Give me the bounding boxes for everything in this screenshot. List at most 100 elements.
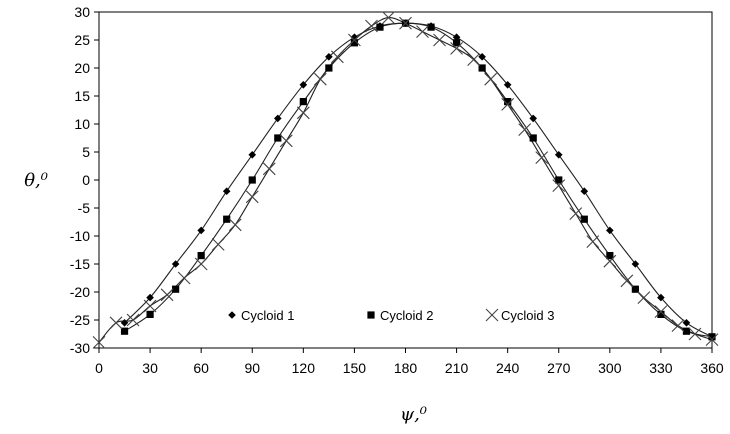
data-point-series-3 bbox=[296, 106, 310, 120]
data-point-series-2 bbox=[248, 176, 256, 184]
data-point-series-3 bbox=[399, 16, 412, 30]
x-axis-ticks: 0 30 60 90 120 150 180 210 240 270 300 330 360 bbox=[95, 348, 724, 376]
y-tick-label: -25 bbox=[70, 312, 90, 328]
data-point-series-3 bbox=[552, 179, 566, 192]
data-point-series-3 bbox=[143, 299, 157, 313]
data-point-series-3 bbox=[467, 53, 481, 66]
data-point-series-3 bbox=[654, 305, 668, 318]
data-point-series-3 bbox=[637, 291, 651, 304]
data-point-series-2 bbox=[299, 98, 307, 106]
data-point-series-3 bbox=[92, 336, 106, 349]
y-tick-label: 30 bbox=[74, 4, 90, 20]
legend-label-3: Cycloid 3 bbox=[501, 308, 554, 323]
data-point-series-3 bbox=[450, 42, 463, 55]
legend-item-3: Cycloid 3 bbox=[485, 308, 554, 323]
x-axis-label: ψ,⁰ bbox=[400, 404, 427, 425]
x-tick-label: 300 bbox=[598, 360, 622, 376]
data-point-series-3 bbox=[382, 11, 395, 24]
data-point-series-2 bbox=[478, 64, 486, 72]
y-tick-label: 0 bbox=[82, 172, 90, 188]
data-point-series-1 bbox=[325, 53, 333, 61]
data-point-series-2 bbox=[682, 327, 691, 335]
series-line-1 bbox=[124, 22, 713, 338]
data-point-series-1 bbox=[146, 293, 154, 302]
data-point-series-3 bbox=[569, 207, 583, 220]
data-point-series-3 bbox=[518, 123, 532, 136]
legend-marker-2 bbox=[367, 311, 375, 319]
y-tick-label: 25 bbox=[74, 32, 90, 48]
data-point-series-2 bbox=[427, 23, 435, 31]
data-point-series-3 bbox=[586, 235, 600, 248]
legend-marker-1 bbox=[228, 311, 236, 319]
data-point-series-2 bbox=[350, 39, 359, 47]
series-curves bbox=[98, 17, 713, 343]
data-point-series-2 bbox=[223, 215, 231, 223]
legend: Cycloid 1 Cycloid 2 Cycloid 3 bbox=[228, 308, 554, 323]
data-point-series-3 bbox=[228, 218, 242, 232]
data-point-series-1 bbox=[682, 319, 691, 327]
data-point-series-1 bbox=[171, 260, 180, 268]
data-point-series-2 bbox=[555, 176, 563, 184]
data-point-series-2 bbox=[657, 310, 665, 318]
x-tick-label: 360 bbox=[700, 360, 724, 376]
legend-label-1: Cycloid 1 bbox=[241, 308, 294, 323]
y-tick-label: -5 bbox=[78, 200, 91, 216]
data-point-series-3 bbox=[365, 19, 378, 33]
data-point-series-3 bbox=[330, 50, 344, 64]
data-point-series-3 bbox=[109, 316, 123, 330]
data-point-series-2 bbox=[452, 39, 461, 47]
data-point-series-2 bbox=[274, 134, 282, 142]
data-point-series-3 bbox=[484, 72, 498, 86]
y-axis-ticks: -30 -25 -20 -15 -10 -5 0 5 10 15 20 25 30 bbox=[70, 4, 99, 356]
series-line-2 bbox=[124, 22, 713, 338]
data-point-series-1 bbox=[299, 81, 308, 89]
legend-item-1: Cycloid 1 bbox=[228, 308, 294, 323]
data-point-series-2 bbox=[146, 310, 154, 318]
data-point-series-3 bbox=[160, 288, 174, 302]
data-point-series-3 bbox=[194, 257, 208, 271]
data-point-series-1 bbox=[657, 293, 665, 302]
data-point-series-3 bbox=[245, 190, 259, 204]
data-point-series-2 bbox=[172, 285, 180, 293]
y-tick-label: -10 bbox=[70, 228, 90, 244]
x-tick-label: 90 bbox=[244, 360, 260, 376]
data-point-series-1 bbox=[631, 260, 640, 268]
y-tick-label: -15 bbox=[70, 256, 90, 272]
y-axis-label: θ,⁰ bbox=[24, 170, 48, 191]
x-tick-label: 30 bbox=[142, 360, 158, 376]
data-point-series-2 bbox=[376, 23, 384, 31]
data-point-series-1 bbox=[580, 187, 589, 195]
data-point-series-1 bbox=[452, 33, 461, 41]
x-tick-label: 0 bbox=[95, 360, 103, 376]
data-point-series-1 bbox=[478, 53, 486, 61]
data-point-series-1 bbox=[248, 151, 257, 159]
data-point-series-3 bbox=[313, 72, 327, 86]
data-point-series-3 bbox=[671, 319, 685, 332]
data-point-series-3 bbox=[211, 238, 225, 251]
y-tick-label: 10 bbox=[74, 116, 90, 132]
legend-label-2: Cycloid 2 bbox=[380, 308, 433, 323]
data-point-series-3 bbox=[416, 25, 429, 38]
data-point-series-3 bbox=[501, 98, 515, 111]
data-point-series-3 bbox=[177, 271, 191, 285]
data-point-series-2 bbox=[631, 285, 639, 293]
data-point-series-1 bbox=[222, 187, 231, 195]
data-point-series-2 bbox=[708, 333, 716, 341]
y-tick-label: -30 bbox=[70, 340, 90, 356]
data-point-series-2 bbox=[120, 327, 129, 335]
y-tick-label: 20 bbox=[74, 60, 90, 76]
data-point-series-2 bbox=[197, 252, 205, 260]
data-point-series-1 bbox=[606, 226, 614, 235]
data-point-series-1 bbox=[273, 114, 282, 123]
x-tick-label: 120 bbox=[292, 360, 316, 376]
data-point-series-3 bbox=[603, 254, 617, 268]
data-point-series-1 bbox=[529, 114, 538, 123]
data-point-series-2 bbox=[580, 215, 588, 223]
data-point-series-3 bbox=[535, 151, 549, 164]
data-point-series-3 bbox=[279, 134, 293, 148]
legend-item-2: Cycloid 2 bbox=[367, 308, 433, 323]
plot-area bbox=[98, 11, 713, 349]
data-point-series-2 bbox=[529, 134, 537, 142]
x-tick-label: 270 bbox=[547, 360, 571, 376]
